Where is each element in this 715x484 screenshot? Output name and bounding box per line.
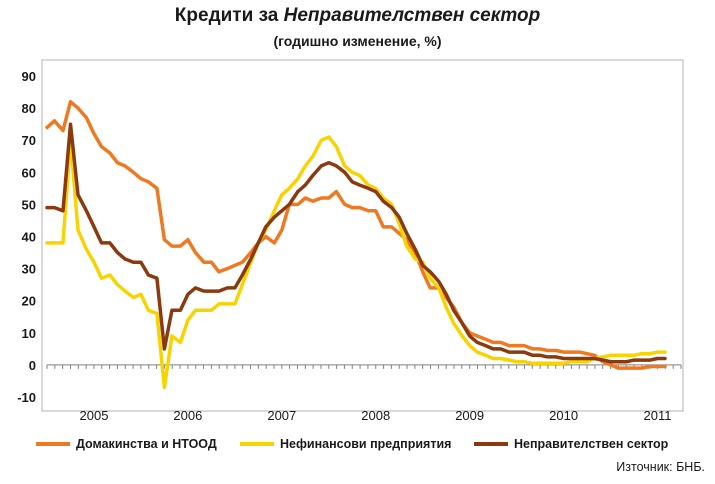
y-axis: -10 0 10 20 30 40 50 60 70 80 90: [17, 69, 36, 405]
series-line-households: [45, 99, 667, 370]
legend-item-nongovernment: Неправителствен сектор: [474, 437, 668, 451]
x-tick-label: 2008: [361, 408, 390, 423]
x-tick-label: 2009: [455, 408, 484, 423]
legend-swatch-households: [36, 442, 70, 446]
series-line-nongovernment: [45, 122, 667, 364]
legend-item-nonfinancial: Нефинансови предприятия: [240, 437, 451, 451]
y-tick-label: 0: [29, 358, 36, 373]
y-tick-label: 60: [22, 165, 36, 180]
x-tick-label: 2006: [173, 408, 202, 423]
legend: Домакинства и НТООД Нефинансови предприя…: [0, 437, 715, 457]
y-tick-label: 70: [22, 133, 36, 148]
legend-item-households: Домакинства и НТООД: [36, 437, 217, 451]
y-tick-label: 30: [22, 262, 36, 277]
y-tick-label: -10: [17, 390, 36, 405]
x-tick-label: 2010: [549, 408, 578, 423]
source-note: Източник: БНБ.: [616, 460, 705, 474]
y-tick-label: 10: [22, 326, 36, 341]
chart-subtitle: (годишно изменение, %): [273, 33, 442, 49]
legend-label-households: Домакинства и НТООД: [76, 437, 217, 451]
plot-area-border: [41, 59, 684, 412]
series-lines: [45, 99, 667, 390]
y-tick-label: 50: [22, 197, 36, 212]
legend-label-nonfinancial: Нефинансови предприятия: [280, 437, 452, 451]
legend-label-nongovernment: Неправителствен сектор: [514, 437, 669, 451]
x-tick-label: 2005: [80, 408, 109, 423]
chart-title: Кредити за Неправителствен сектор: [174, 5, 541, 26]
y-tick-label: 80: [22, 101, 36, 116]
series-line-nonfinancial: [45, 135, 667, 390]
y-tick-label: 20: [22, 294, 36, 309]
x-tick-label: 2011: [644, 408, 672, 423]
legend-swatch-nonfinancial: [240, 442, 274, 446]
x-tick-label: 2007: [267, 408, 296, 423]
x-axis: 2005 2006 2007 2008 2009 2010 2011: [46, 364, 682, 423]
y-tick-label: 40: [22, 230, 36, 245]
legend-swatch-nongovernment: [474, 442, 508, 446]
y-tick-label: 90: [22, 69, 36, 84]
